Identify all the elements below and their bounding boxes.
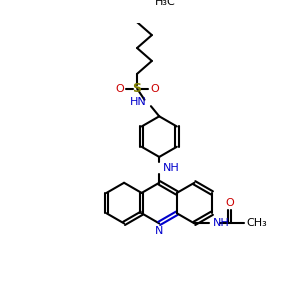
Text: NH: NH [163,163,180,173]
Text: H₃C: H₃C [154,0,176,8]
Text: S: S [133,82,142,95]
Text: N: N [155,226,164,236]
Text: CH₃: CH₃ [246,218,267,228]
Text: O: O [116,84,124,94]
Text: O: O [225,198,234,208]
Text: NH: NH [213,218,230,228]
Text: O: O [150,84,159,94]
Text: HN: HN [130,97,146,106]
